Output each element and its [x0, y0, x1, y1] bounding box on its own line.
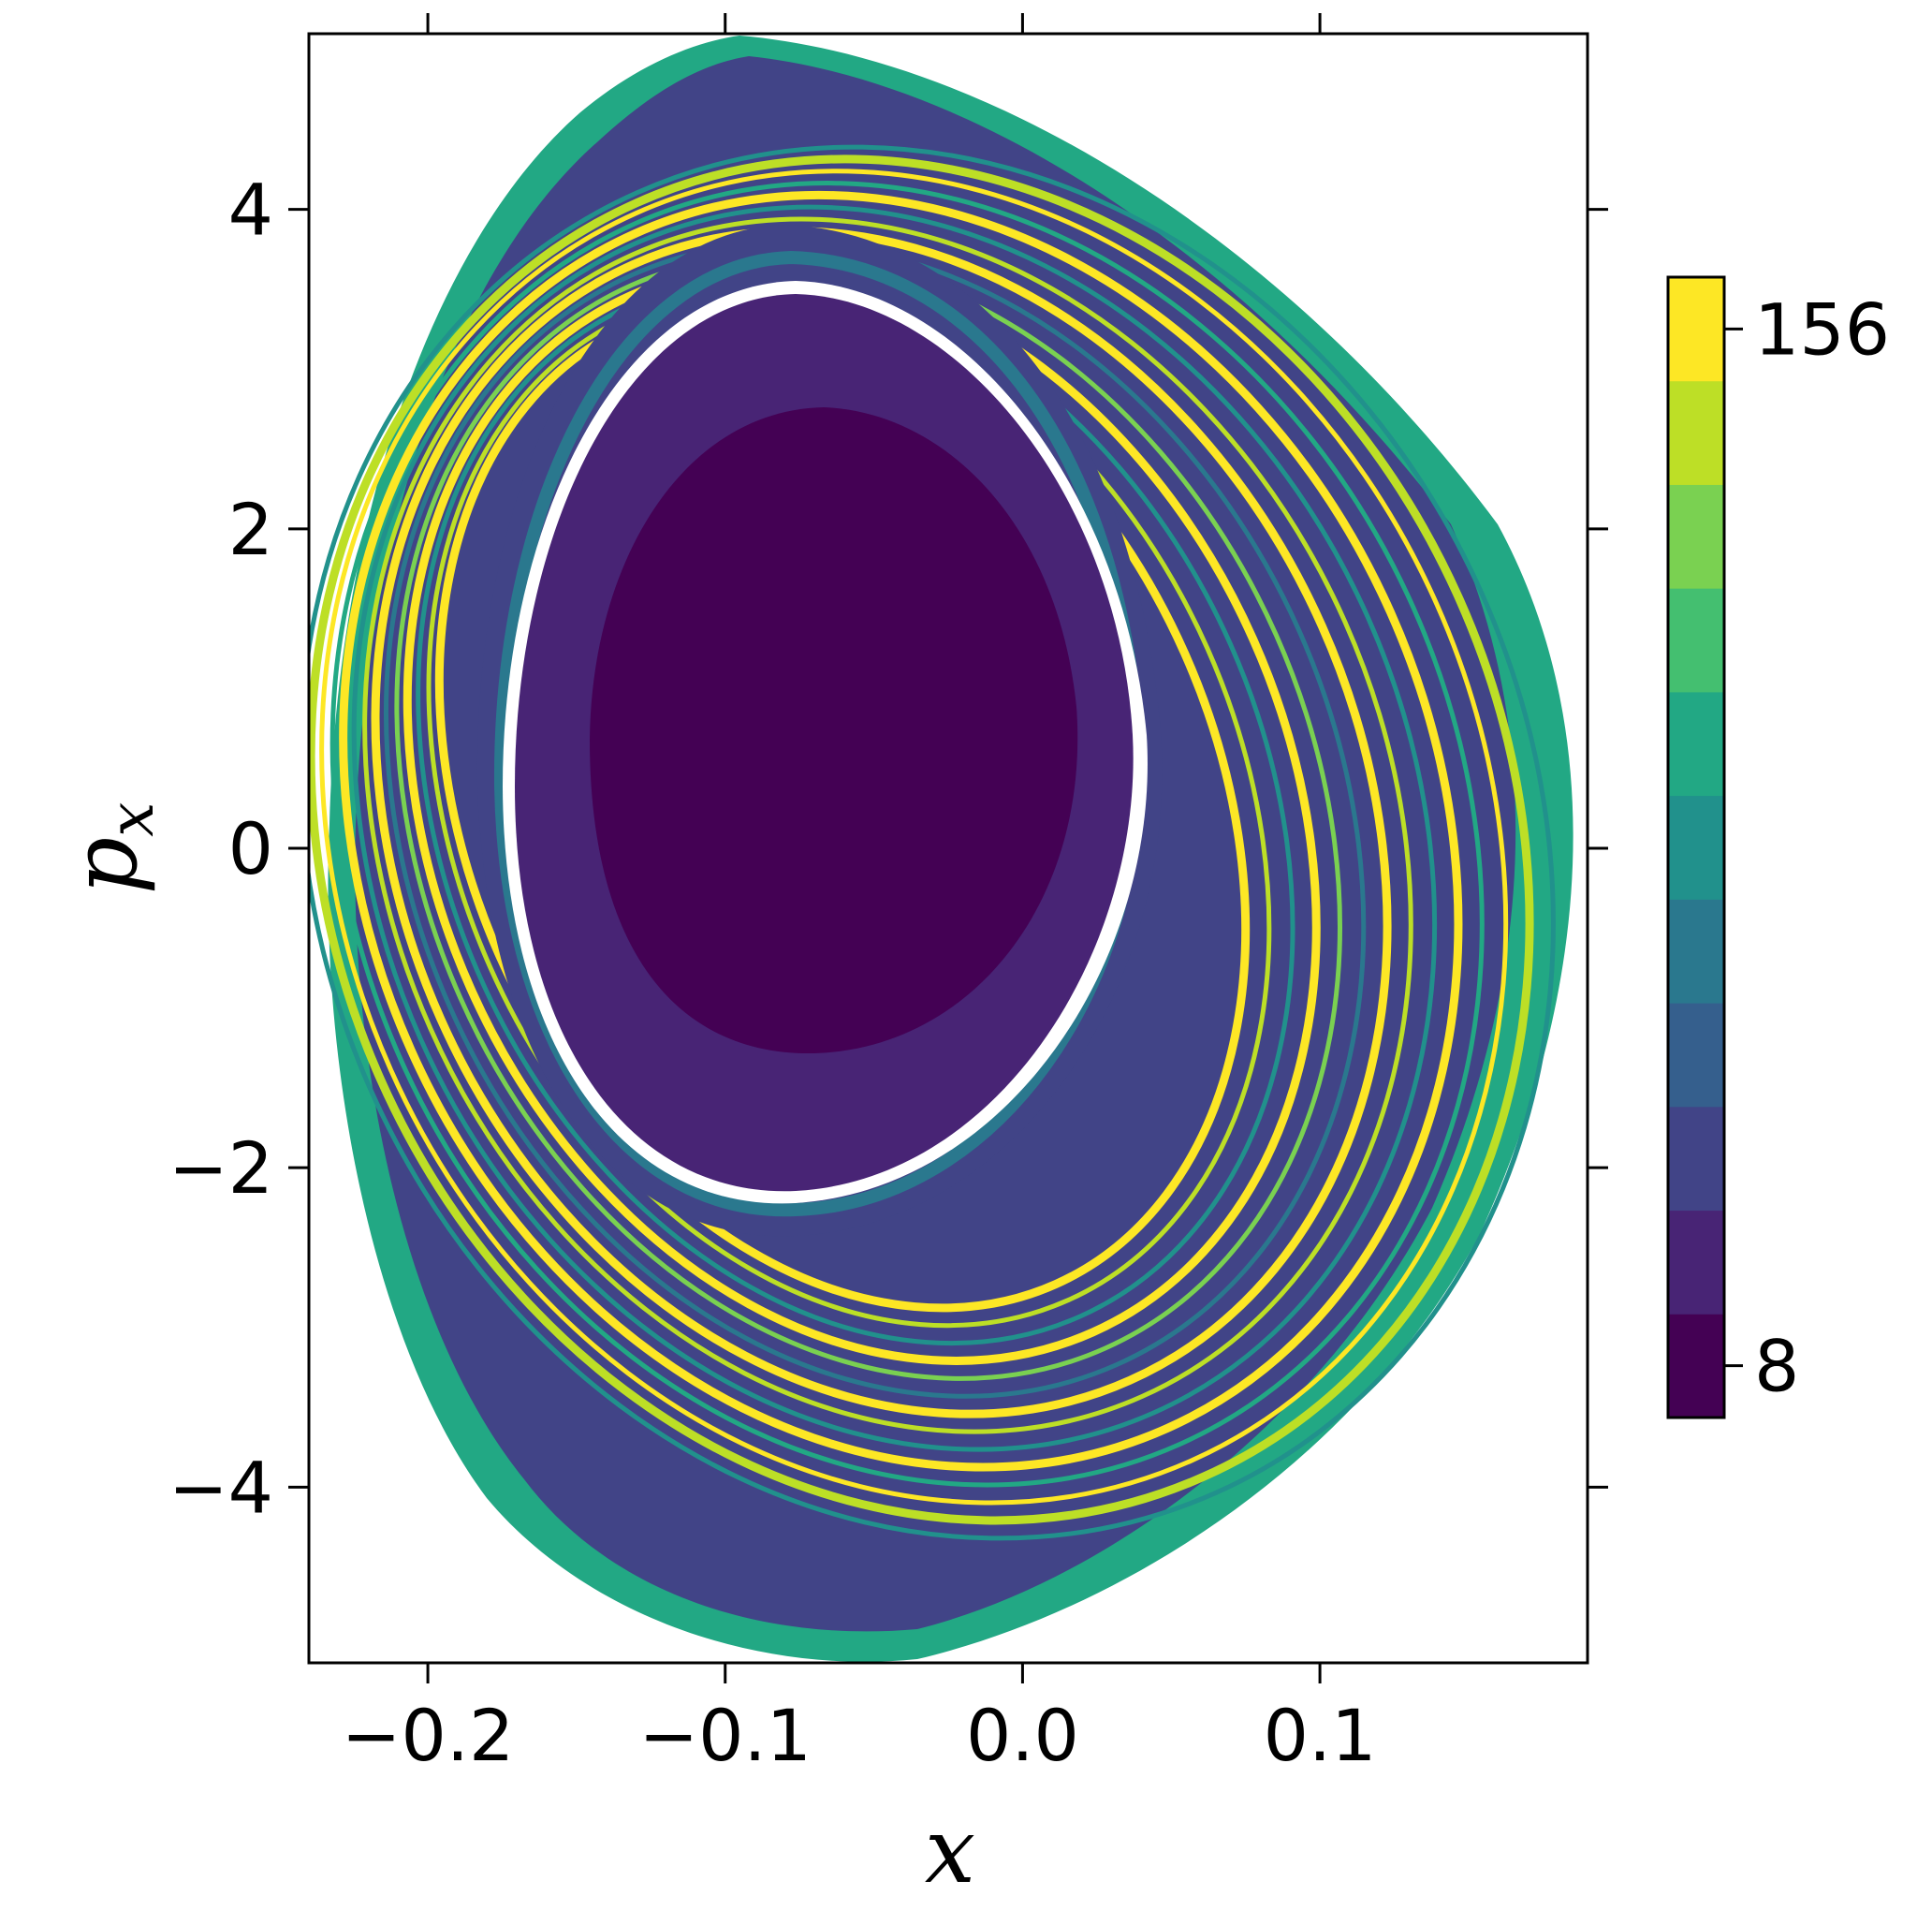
colorbar-segment: [1668, 277, 1724, 382]
y-tick-label: −4: [168, 1446, 273, 1529]
chaotic-stripe: [384, 241, 1367, 1399]
y-ticks: −4 −2 0 2 4: [168, 169, 1608, 1529]
chaotic-stripe: [309, 154, 1534, 1525]
chaotic-stripe: [339, 190, 1463, 1472]
x-axis-title: x: [925, 1799, 975, 1903]
x-tick-label: −0.1: [638, 1694, 812, 1777]
y-tick-label: −2: [168, 1126, 273, 1210]
y-tick-label: 0: [228, 807, 273, 890]
y-axis-title-main: p: [52, 837, 157, 894]
chaotic-stripe: [362, 216, 1413, 1434]
colorbar-segment: [1668, 1210, 1724, 1315]
chaotic-stripe: [371, 227, 1392, 1418]
chaotic-stripe: [319, 169, 1509, 1506]
x-tick-label: 0.0: [966, 1694, 1079, 1777]
middle-band-stripe: [493, 250, 1145, 1217]
y-axis-title: px: [52, 802, 168, 895]
chaotic-stripe: [329, 181, 1485, 1488]
colorbar: 8 156: [1666, 275, 1890, 1419]
y-tick-label: 2: [228, 488, 273, 571]
y-tick-label: 4: [228, 169, 273, 252]
chaotic-stripe: [351, 204, 1438, 1452]
colorbar-segment: [1668, 691, 1724, 797]
svg-text:px: px: [52, 802, 168, 895]
x-tick-label: −0.2: [342, 1694, 515, 1777]
colorbar-tick-label: 8: [1754, 1325, 1799, 1408]
chaotic-stripe: [394, 252, 1342, 1381]
colorbar-tick-label: 156: [1754, 287, 1890, 371]
island-core-region: [590, 407, 1078, 1054]
colorbar-frame: [1666, 275, 1726, 1419]
chaotic-stripes: [309, 144, 1556, 1541]
colorbar-segment: [1668, 484, 1724, 589]
chaotic-stripe: [309, 144, 1556, 1541]
x-tick-label: 0.1: [1264, 1694, 1377, 1777]
colorbar-segment: [1668, 588, 1724, 693]
colorbar-segment: [1668, 1003, 1724, 1108]
x-ticks: −0.2 −0.1 0.0 0.1: [342, 13, 1377, 1777]
colorbar-segment: [1668, 1314, 1724, 1418]
y-axis-title-sub: x: [95, 802, 168, 837]
colorbar-segment: [1668, 380, 1724, 485]
colorbar-segment: [1668, 899, 1724, 1004]
plot-area: [309, 36, 1573, 1662]
colorbar-segment: [1668, 1106, 1724, 1212]
chaotic-stripe: [402, 262, 1321, 1365]
colorbar-segment: [1668, 795, 1724, 900]
